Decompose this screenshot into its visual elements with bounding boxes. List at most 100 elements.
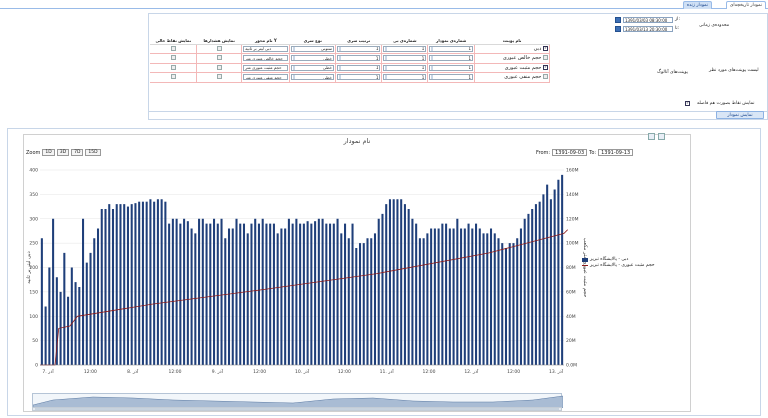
to-date-field[interactable]: 1391/03/13 20:30:00 <box>623 26 673 32</box>
show-empty-checkbox[interactable] <box>170 55 176 61</box>
series-type-select[interactable]: ستونی <box>291 45 334 52</box>
show-empty-checkbox[interactable] <box>170 64 176 70</box>
zoom-label: Zoom <box>26 149 41 156</box>
point-checkbox[interactable] <box>543 74 548 80</box>
show-limits-checkbox[interactable] <box>216 74 222 80</box>
scrollbar-thumb[interactable] <box>35 408 559 410</box>
bar <box>89 252 92 365</box>
show-limits-checkbox[interactable] <box>216 64 222 70</box>
legend-label: حجم مثبت عبوری - پالایشگاه تبریز <box>590 263 655 268</box>
from-date-field[interactable]: 1391/03/03 08:30:00 <box>623 17 673 23</box>
y-tick-right: 40M <box>566 314 576 320</box>
bar <box>385 204 388 365</box>
bar <box>534 204 537 365</box>
equal-spacing-checkbox[interactable] <box>685 101 690 106</box>
chart-legend: دبی - پالایشگاه تبریز حجم مثبت عبوری - پ… <box>582 257 672 269</box>
bar <box>134 203 137 365</box>
point-checkbox[interactable] <box>543 64 548 70</box>
bar <box>471 228 474 365</box>
bar <box>332 223 335 365</box>
show-limits-checkbox[interactable] <box>216 45 222 51</box>
bar <box>235 218 238 365</box>
point-checkbox[interactable] <box>543 55 548 61</box>
bar <box>265 223 268 365</box>
bar <box>433 228 436 365</box>
export-icon[interactable] <box>658 133 665 140</box>
bar <box>358 243 362 365</box>
series-type-value: خطی <box>322 74 332 80</box>
chart-number-stepper[interactable]: 1 <box>429 45 474 52</box>
axis-number-stepper[interactable]: 1 <box>383 45 427 52</box>
chart-number-value: 1 <box>468 74 472 80</box>
bar <box>44 306 47 365</box>
series-order-stepper[interactable]: 1 <box>336 45 381 52</box>
bar <box>224 238 227 365</box>
range-from-input[interactable]: 1391-09-03 <box>552 149 588 156</box>
print-icon[interactable] <box>648 133 655 140</box>
show-limits-checkbox[interactable] <box>216 55 222 61</box>
axis-number-stepper[interactable]: 1 <box>383 64 427 71</box>
point-checkbox[interactable] <box>543 45 548 51</box>
y-axis-name-field[interactable]: حجم منفی عبوری متر <box>243 74 289 81</box>
x-tick: 8. آذر <box>127 369 139 375</box>
bar <box>149 199 152 365</box>
col-axis-number: شماره‌ی بی <box>381 38 428 45</box>
chart-number-stepper[interactable]: 1 <box>429 74 474 81</box>
from-calendar-icon[interactable] <box>615 17 621 23</box>
bar <box>231 228 234 365</box>
series-type-select[interactable]: خطی <box>291 64 334 71</box>
show-empty-checkbox[interactable] <box>170 74 176 80</box>
zoom-15d-button[interactable]: 15D <box>85 149 101 156</box>
to-calendar-icon[interactable] <box>615 26 621 32</box>
series-order-stepper[interactable]: 1 <box>336 64 381 71</box>
y-axis-name-field[interactable]: حجم مثبت عبوری متر <box>243 64 289 71</box>
legend-item[interactable]: حجم مثبت عبوری - پالایشگاه تبریز <box>582 263 672 268</box>
range-to-input[interactable]: 1391-09-13 <box>598 149 634 156</box>
bar <box>489 228 493 365</box>
bar <box>63 252 66 365</box>
axis-number-value: 1 <box>421 74 425 80</box>
show-chart-button[interactable]: نمایش نمودار <box>716 111 764 119</box>
zoom-1d-button[interactable]: 1D <box>42 149 55 156</box>
table-header: نمایش نقاط خالی نمایش هشدارها نام محور Y… <box>150 38 550 45</box>
axis-number-stepper[interactable]: 1 <box>383 55 427 62</box>
chart-number-stepper[interactable]: 1 <box>429 55 474 62</box>
bar <box>168 223 171 365</box>
bar <box>508 243 511 365</box>
bar <box>216 223 219 365</box>
chart-scrollbar[interactable] <box>32 407 562 411</box>
bar <box>493 233 496 365</box>
zoom-7d-button[interactable]: 7D <box>71 149 84 156</box>
bar <box>96 228 100 365</box>
legend-item[interactable]: دبی - پالایشگاه تبریز <box>582 257 672 262</box>
zoom-controls: Zoom 1D 3D 7D 15D <box>26 149 101 156</box>
series-order-stepper[interactable]: 1 <box>336 74 381 81</box>
bar <box>426 233 429 365</box>
bar <box>194 233 197 365</box>
chart-navigator[interactable] <box>32 393 564 409</box>
bar <box>183 218 186 365</box>
bar <box>519 228 522 365</box>
show-empty-checkbox[interactable] <box>170 45 176 51</box>
bar <box>130 204 133 365</box>
chart-number-stepper[interactable]: 1 <box>429 64 474 71</box>
bar <box>123 204 126 365</box>
tab-live-chart[interactable]: نمودار زنده <box>682 1 712 9</box>
series-order-stepper[interactable]: 1 <box>336 55 381 62</box>
legend-swatch-flow <box>582 258 588 262</box>
bar <box>325 223 328 365</box>
y-axis-name-field[interactable]: حجم خالص عبوری متر <box>243 55 289 62</box>
bar <box>441 223 444 365</box>
bar <box>284 228 287 365</box>
zoom-3d-button[interactable]: 3D <box>56 149 70 156</box>
y-axis-name-field[interactable]: دبی لیتر بر ثانیه <box>243 45 289 52</box>
bar <box>549 199 552 365</box>
axis-number-stepper[interactable]: 1 <box>383 74 427 81</box>
y-tick-left: 300 <box>29 216 38 222</box>
x-tick: 9. آذر <box>212 369 224 375</box>
tab-historical-chart[interactable]: نمودار تاریخچه‌ای <box>725 1 766 9</box>
series-order-value: 1 <box>375 65 379 71</box>
bar <box>467 223 470 365</box>
series-type-select[interactable]: خطی <box>291 74 334 81</box>
series-type-select[interactable]: خطی <box>291 55 334 62</box>
